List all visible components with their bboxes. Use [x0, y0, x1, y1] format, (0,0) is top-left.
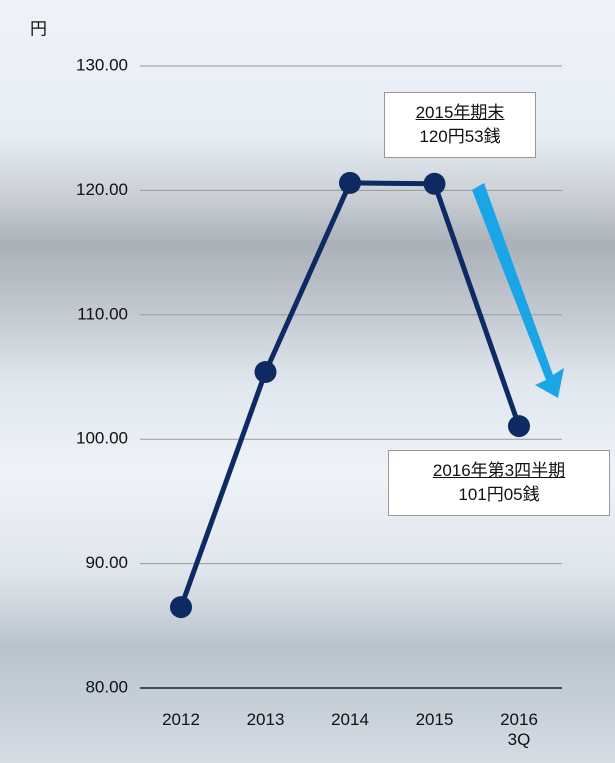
point: [508, 415, 530, 438]
y-tick-label: 90.00: [85, 553, 128, 572]
x-tick-label: 2014: [331, 710, 369, 729]
x-tick-label: 2015: [415, 710, 454, 729]
annotation-text: 101円05銭: [458, 485, 540, 504]
point: [423, 172, 446, 195]
annotation-text: 2016年第3四半期: [432, 461, 566, 480]
x-tick-label: 2013: [246, 710, 285, 729]
point: [170, 596, 192, 619]
line: [178, 180, 522, 608]
annotation-box: 2016年第3四半期 101円05銭: [388, 450, 610, 516]
y-tick-label: 110.00: [77, 304, 128, 323]
y-unit: 円: [30, 19, 47, 38]
trend-arrow: [472, 183, 564, 398]
y-tick-label: 120.00: [76, 180, 128, 199]
y-tick-label: 80.00: [85, 677, 128, 696]
annotation-text: 2015年期末: [415, 103, 505, 122]
x-tick-label: 2012: [162, 710, 200, 729]
point: [339, 171, 361, 194]
y-tick-label: 130.00: [76, 55, 128, 74]
y-tick-label: 100.00: [76, 429, 128, 448]
point: [254, 361, 277, 384]
x-tick-label: 2016 3Q: [500, 710, 538, 749]
annotation-text: 120円53銭: [419, 127, 501, 146]
annotation-box: 2015年期末 120円53銭: [384, 92, 536, 158]
